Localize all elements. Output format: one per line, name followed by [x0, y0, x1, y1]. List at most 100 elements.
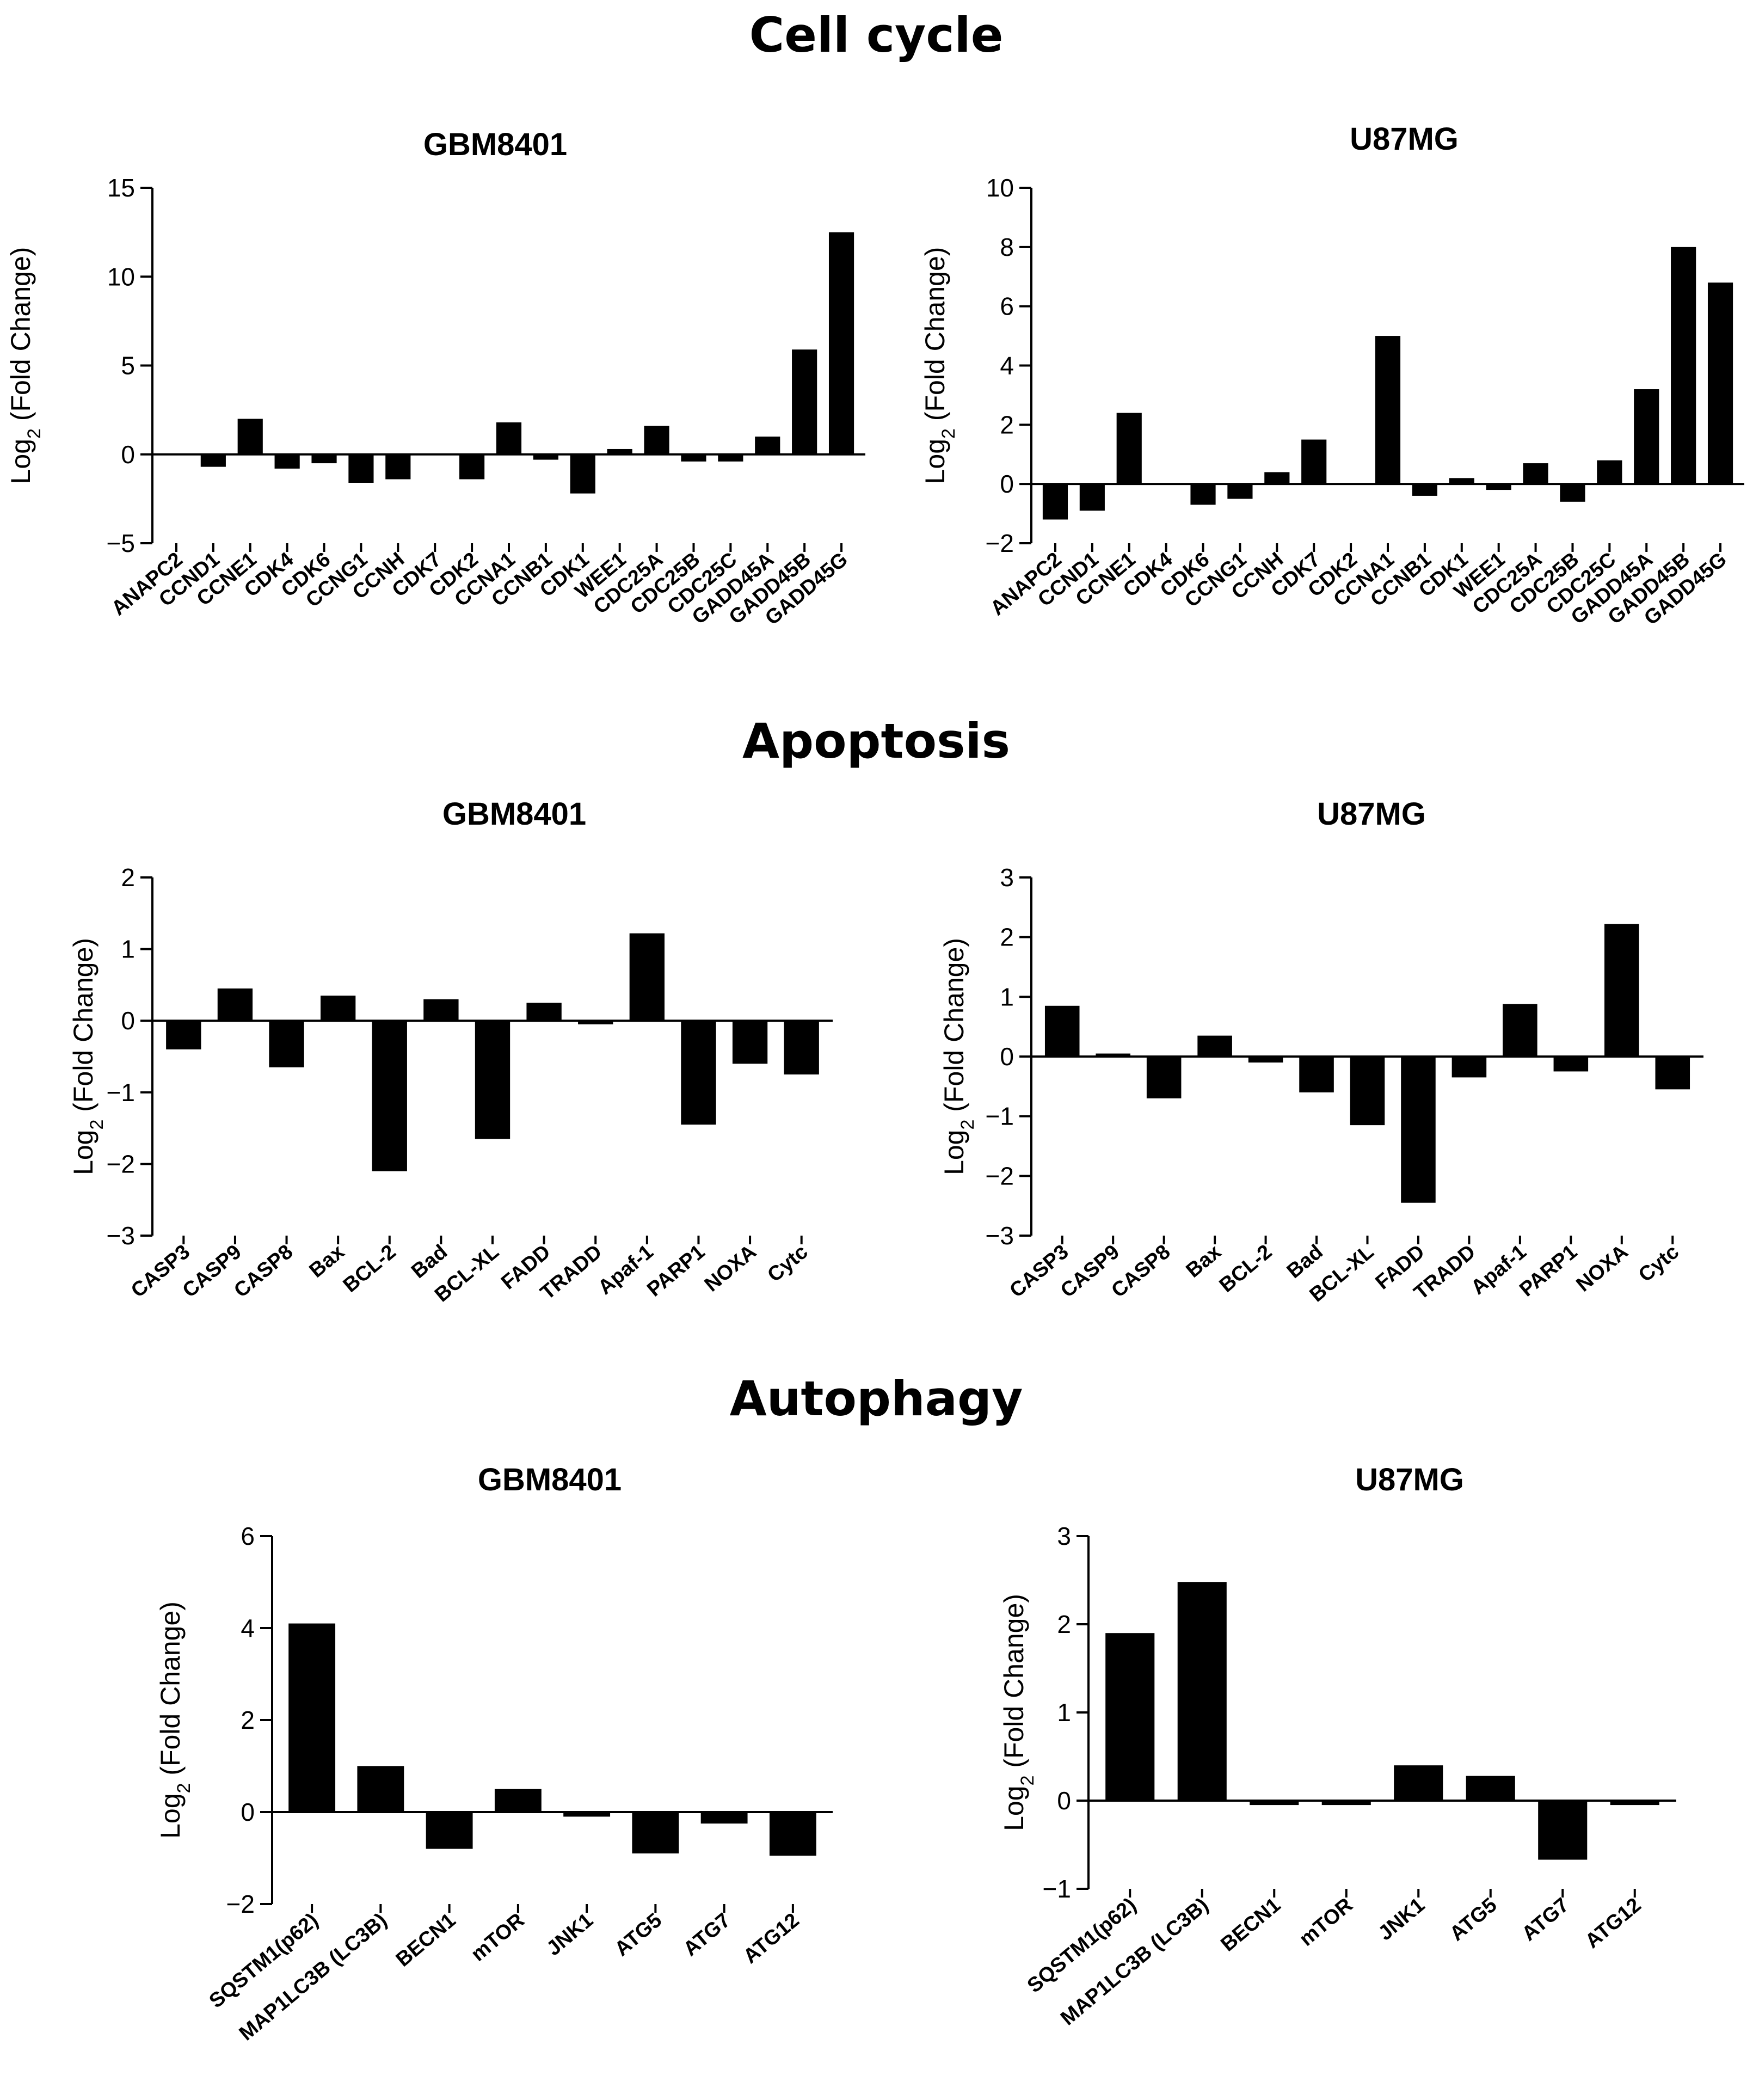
apoptosis-u87mg-xtick-label-bcl-2: BCL-2 — [1215, 1241, 1277, 1297]
cell-cycle-u87mg-bar-gadd45a — [1634, 389, 1659, 484]
section-title-cell-cycle: Cell cycle — [749, 7, 1004, 63]
apoptosis-gbm8401-bar-bcl-2 — [372, 1021, 407, 1171]
apoptosis-gbm8401-bar-noxa — [732, 1021, 768, 1064]
autophagy-gbm8401-xtick-label-atg5: ATG5 — [611, 1909, 666, 1961]
cell-cycle-u87mg-ytick-label: 4 — [1000, 352, 1014, 380]
cell-cycle-gbm8401-bar-ccna1 — [496, 422, 522, 455]
apoptosis-u87mg-xtick-label-parp1: PARP1 — [1515, 1241, 1582, 1301]
autophagy-gbm8401-bar-sqstm1-p62 — [288, 1623, 336, 1812]
apoptosis-gbm8401-xtick-label-parp1: PARP1 — [643, 1241, 709, 1301]
cell-cycle-gbm8401-ytick-label: −5 — [107, 529, 135, 557]
autophagy-u87mg-xtick-label-atg7: ATG7 — [1518, 1894, 1573, 1946]
apoptosis-gbm8401-xtick-label-bcl-2: BCL-2 — [339, 1241, 401, 1297]
autophagy-u87mg-bar-map1lc3b-lc3b — [1177, 1582, 1227, 1801]
autophagy-gbm8401-ytick-label: −2 — [226, 1890, 255, 1918]
cell-cycle-gbm8401-bar-ccnd1 — [200, 454, 226, 467]
apoptosis-gbm8401-bar-cytc — [784, 1021, 819, 1074]
cell-cycle-u87mg-ytick-label: 8 — [1000, 233, 1014, 261]
cell-cycle-gbm8401-bar-cdc25c — [718, 454, 743, 462]
autophagy-u87mg-xtick-label-atg12: ATG12 — [1581, 1894, 1646, 1953]
autophagy-u87mg-ytick-label: 2 — [1057, 1610, 1071, 1638]
autophagy-u87mg-ytick-label: 1 — [1057, 1698, 1071, 1727]
autophagy-gbm8401-xtick-label-jnk1: JNK1 — [542, 1909, 597, 1961]
autophagy-gbm8401-xtick-label-becn1: BECN1 — [392, 1909, 460, 1972]
cell-cycle-u87mg-ytick-label: −2 — [986, 529, 1014, 557]
autophagy-gbm8401-xtick-label-mtor: mTOR — [467, 1909, 529, 1966]
cell-cycle-u87mg-bar-anapc2 — [1042, 484, 1068, 520]
apoptosis-u87mg-bar-bad — [1299, 1057, 1334, 1092]
cell-cycle-gbm8401-bar-cdk2 — [459, 454, 485, 480]
cell-cycle-u87mg-ytick-label: 0 — [1000, 470, 1014, 498]
autophagy-u87mg-bar-jnk1 — [1394, 1765, 1443, 1801]
cell-cycle-gbm8401-bar-cdk6 — [311, 454, 337, 464]
autophagy-gbm8401-ylabel: Log2 (Fold Change) — [155, 1601, 194, 1839]
apoptosis-u87mg-bar-bcl-2 — [1248, 1057, 1283, 1063]
cell-cycle-u87mg-bar-cdk1 — [1449, 478, 1474, 484]
apoptosis-gbm8401-xtick-label-casp3: CASP3 — [127, 1241, 194, 1303]
cell-cycle-u87mg-bar-cdk7 — [1301, 439, 1327, 484]
apoptosis-gbm8401-bar-parp1 — [681, 1021, 716, 1125]
apoptosis-u87mg-title: U87MG — [1317, 796, 1426, 832]
autophagy-u87mg-xtick-label-jnk1: JNK1 — [1374, 1894, 1429, 1945]
autophagy-gbm8401-bar-jnk1 — [563, 1812, 611, 1817]
apoptosis-gbm8401-xtick-label-bax: Bax — [305, 1241, 349, 1282]
autophagy-gbm8401-bar-map1lc3b-lc3b — [357, 1766, 404, 1812]
cell-cycle-gbm8401-bar-cdk1 — [570, 454, 595, 494]
autophagy-u87mg-bar-atg7 — [1538, 1801, 1588, 1860]
apoptosis-gbm8401-ytick-label: 2 — [121, 863, 135, 892]
autophagy-u87mg-bar-sqstm1-p62 — [1105, 1633, 1155, 1801]
cell-cycle-gbm8401-ylabel: Log2 (Fold Change) — [5, 247, 45, 484]
cell-cycle-u87mg-bar-gadd45g — [1707, 283, 1733, 484]
autophagy-u87mg-title: U87MG — [1355, 1462, 1464, 1497]
cell-cycle-u87mg-bar-cdc25c — [1597, 460, 1622, 484]
cell-cycle-gbm8401-bar-cdk4 — [274, 454, 300, 469]
apoptosis-gbm8401-bar-bad — [423, 999, 459, 1021]
autophagy-gbm8401-bar-becn1 — [426, 1812, 473, 1849]
cell-cycle-u87mg-bar-ccne1 — [1116, 413, 1142, 484]
cell-cycle-gbm8401-bar-gadd45g — [828, 232, 854, 455]
apoptosis-u87mg-ytick-label: 3 — [1000, 863, 1014, 892]
apoptosis-gbm8401-ytick-label: −1 — [107, 1078, 135, 1107]
apoptosis-u87mg-bar-casp3 — [1044, 1005, 1080, 1057]
autophagy-gbm8401-ytick-label: 0 — [241, 1798, 255, 1826]
apoptosis-u87mg-xtick-label-noxa: NOXA — [1572, 1241, 1632, 1297]
cell-cycle-gbm8401-bar-ccng1 — [348, 454, 374, 483]
apoptosis-gbm8401-bar-tradd — [578, 1021, 613, 1024]
apoptosis-u87mg-bar-cytc — [1655, 1057, 1690, 1090]
cell-cycle-gbm8401-bar-gadd45b — [792, 349, 817, 455]
apoptosis-gbm8401-bar-casp8 — [269, 1021, 304, 1067]
cell-cycle-u87mg-bar-wee1 — [1486, 484, 1511, 490]
apoptosis-u87mg-bar-fadd — [1401, 1057, 1436, 1203]
autophagy-u87mg-bar-atg12 — [1610, 1801, 1659, 1806]
apoptosis-u87mg-ytick-label: 0 — [1000, 1042, 1014, 1071]
cell-cycle-gbm8401-bar-ccne1 — [237, 419, 263, 455]
apoptosis-u87mg-bar-parp1 — [1553, 1057, 1589, 1072]
cell-cycle-u87mg-title: U87MG — [1350, 121, 1459, 157]
apoptosis-gbm8401-bar-bcl-xl — [475, 1021, 510, 1139]
cell-cycle-u87mg-ylabel: Log2 (Fold Change) — [920, 247, 959, 484]
apoptosis-gbm8401-xtick-label-casp9: CASP9 — [179, 1241, 246, 1303]
autophagy-gbm8401-bar-mtor — [494, 1789, 542, 1812]
apoptosis-u87mg-bar-casp8 — [1146, 1057, 1182, 1098]
apoptosis-gbm8401-title: GBM8401 — [442, 796, 586, 832]
cell-cycle-gbm8401-ytick-label: 10 — [107, 262, 135, 291]
cell-cycle-u87mg-bar-ccnb1 — [1412, 484, 1437, 496]
cell-cycle-gbm8401-bar-ccnh — [385, 454, 411, 480]
cell-cycle-u87mg-ytick-label: 10 — [986, 174, 1014, 202]
autophagy-u87mg-bar-mtor — [1321, 1801, 1371, 1806]
autophagy-u87mg-xtick-label-mtor: mTOR — [1295, 1894, 1357, 1951]
cell-cycle-u87mg-bar-cdc25a — [1523, 463, 1548, 484]
cell-cycle-gbm8401-ytick-label: 0 — [121, 440, 135, 469]
autophagy-u87mg-ylabel: Log2 (Fold Change) — [999, 1594, 1038, 1831]
apoptosis-gbm8401-xtick-label-noxa: NOXA — [700, 1241, 761, 1297]
autophagy-u87mg-bar-atg5 — [1466, 1776, 1515, 1801]
cell-cycle-gbm8401-bar-cdc25a — [644, 426, 669, 455]
apoptosis-gbm8401-bar-casp3 — [166, 1021, 201, 1049]
cell-cycle-gbm8401-bar-wee1 — [607, 449, 632, 455]
section-title-autophagy: Autophagy — [730, 1371, 1023, 1427]
autophagy-u87mg-ytick-label: 3 — [1057, 1522, 1071, 1550]
cell-cycle-gbm8401-bar-ccnb1 — [533, 454, 558, 460]
